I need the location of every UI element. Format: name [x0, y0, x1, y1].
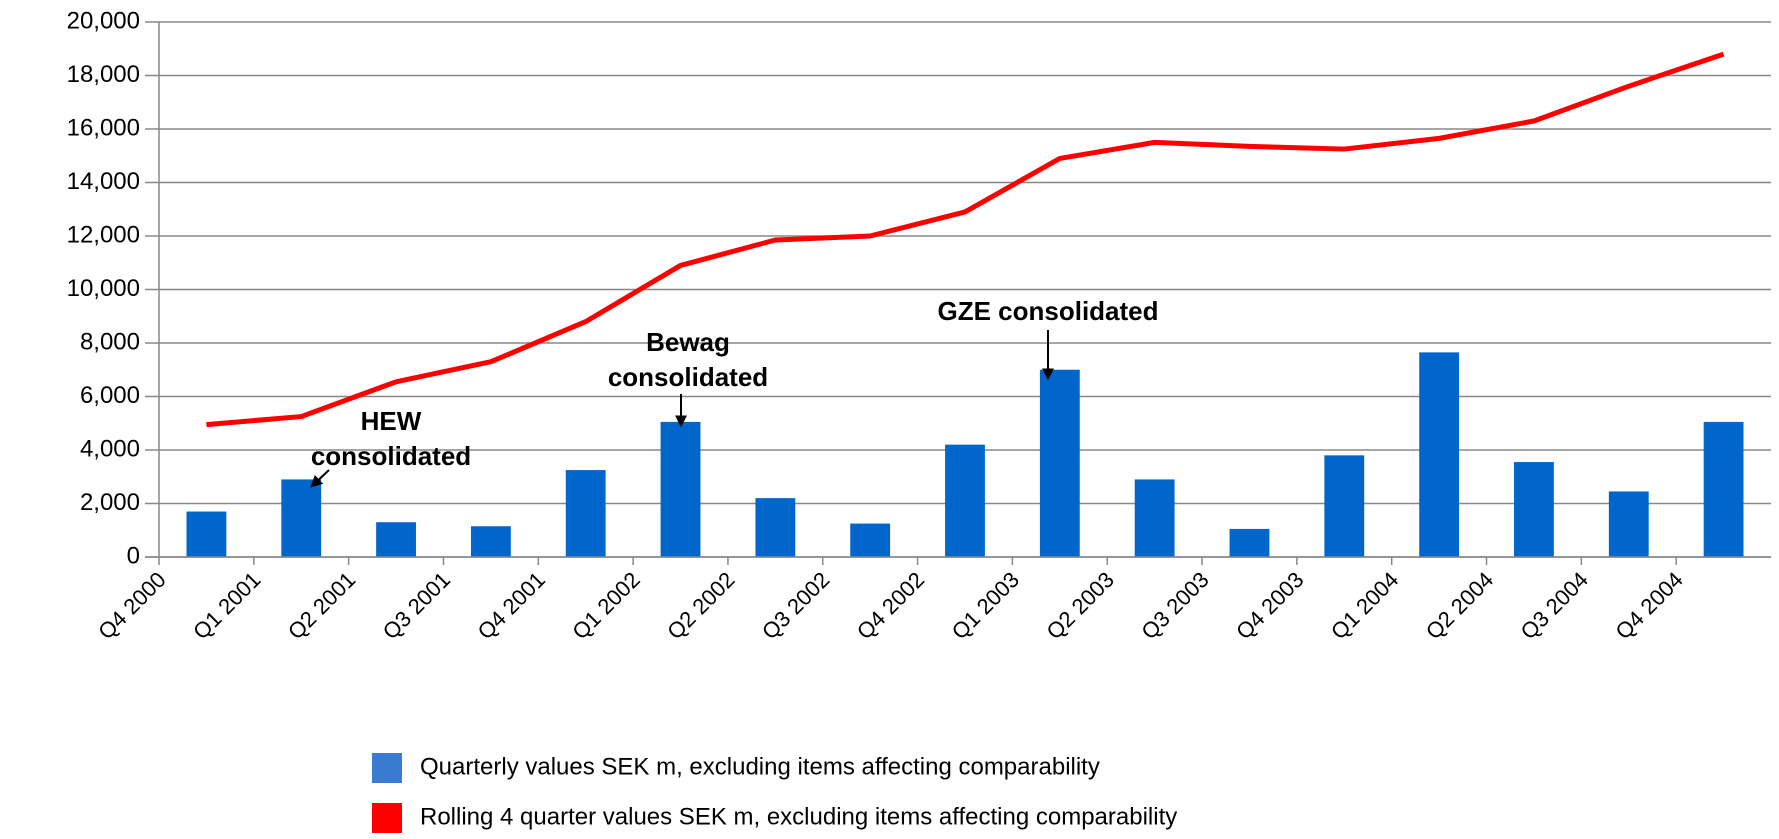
y-tick-label: 18,000	[67, 61, 140, 88]
bar	[755, 498, 796, 557]
annotation: GZE consolidated	[937, 296, 1158, 326]
bar	[470, 526, 511, 557]
x-tick-label: Q2 2001	[283, 567, 360, 644]
y-tick-label: 4,000	[80, 435, 140, 462]
y-tick-label: 2,000	[80, 489, 140, 516]
annotation: HEW	[361, 406, 422, 436]
legend-label: Quarterly values SEK m, excluding items …	[420, 753, 1100, 780]
annotation: consolidated	[608, 362, 768, 392]
x-tick-label: Q3 2004	[1516, 567, 1593, 644]
y-tick-label: 10,000	[67, 275, 140, 302]
x-tick-label: Q1 2002	[567, 567, 644, 644]
x-tick-label: Q2 2003	[1042, 567, 1119, 644]
y-tick-label: 12,000	[67, 221, 140, 248]
line	[206, 51, 1725, 428]
bar	[1134, 479, 1175, 557]
legend-swatch	[372, 753, 402, 783]
x-tick-label: Q4 2000	[93, 567, 170, 644]
bar	[1419, 352, 1460, 557]
x-tick-label: Q4 2004	[1610, 567, 1687, 644]
bar	[1608, 491, 1649, 557]
x-tick-label: Q3 2001	[378, 567, 455, 644]
annotation: Bewag	[646, 327, 730, 357]
y-tick-label: 8,000	[80, 328, 140, 355]
bar	[1324, 455, 1365, 557]
x-tick-label: Q3 2002	[757, 567, 834, 644]
y-tick-label: 14,000	[67, 168, 140, 195]
annotation: consolidated	[311, 441, 471, 471]
x-tick-label: Q2 2002	[662, 567, 739, 644]
bar	[186, 511, 227, 557]
bar	[376, 522, 416, 557]
x-tick-label: Q1 2003	[947, 567, 1024, 644]
annotation-arrow	[310, 469, 330, 488]
x-tick-label: Q2 2004	[1421, 567, 1498, 644]
bar	[1039, 369, 1080, 557]
x-tick-label: Q4 2002	[852, 567, 929, 644]
bar	[1229, 528, 1270, 557]
x-tick-label: Q3 2003	[1136, 567, 1213, 644]
y-tick-label: 20,000	[67, 7, 140, 34]
x-tick-label: Q1 2004	[1326, 567, 1403, 644]
legend-label: Rolling 4 quarter values SEK m, excludin…	[420, 803, 1177, 830]
y-tick-label: 0	[127, 542, 140, 569]
bar	[945, 444, 985, 557]
y-tick-label: 6,000	[80, 382, 140, 409]
y-tick-label: 16,000	[67, 114, 140, 141]
bar	[565, 470, 606, 557]
x-tick-label: Q4 2001	[473, 567, 550, 644]
bar	[281, 479, 322, 557]
x-tick-label: Q4 2003	[1231, 567, 1308, 644]
bar	[1514, 462, 1554, 557]
bar	[1703, 421, 1744, 557]
x-tick-label: Q1 2001	[188, 567, 265, 644]
bar	[850, 523, 891, 557]
legend-swatch	[372, 803, 402, 833]
bar	[660, 421, 701, 557]
